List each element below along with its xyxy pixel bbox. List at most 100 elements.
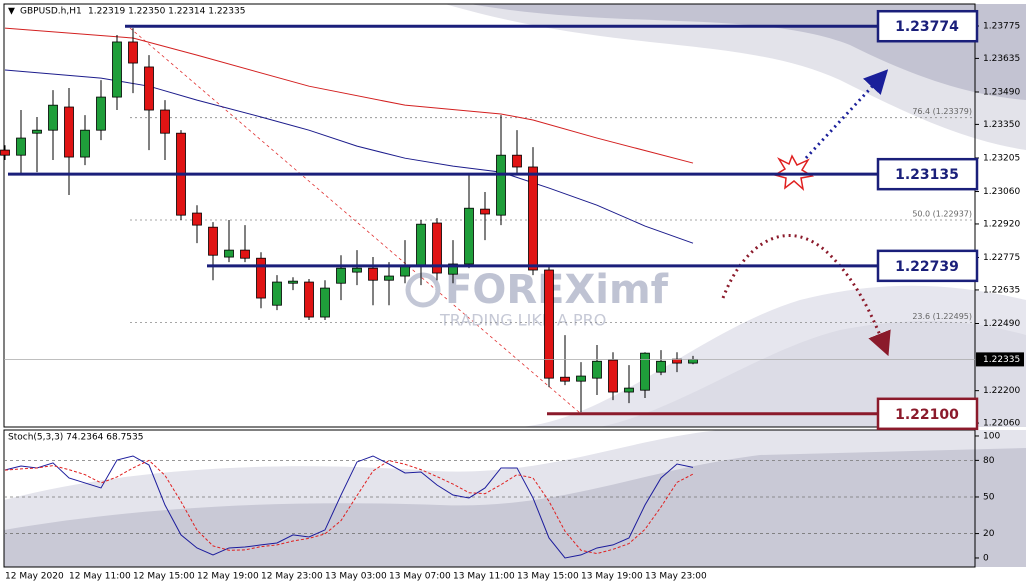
burst-icon [773,154,815,192]
watermark-brand: FOREXimf [445,267,669,313]
x-tick-label: 13 May 19:00 [581,572,643,582]
candle-body [256,257,266,299]
level-label: 1.22739 [895,259,959,275]
y-tick-label: 1.22635 [983,285,1020,295]
arrow-up [804,69,889,160]
y-tick-label: 1.22775 [983,253,1020,263]
y-tick-label: 1.22200 [983,386,1020,396]
candle-body [96,96,106,131]
y-tick-label: 1.23060 [983,187,1020,197]
candle-body [464,207,474,265]
candle-body [32,129,42,134]
candle-body [688,358,698,364]
candle-body [288,280,298,284]
x-tick-label: 13 May 15:00 [517,572,579,582]
candle-body [544,269,554,379]
moving-average [4,69,694,244]
candle-body [128,41,138,64]
candle-body [640,352,650,391]
candle-body [512,154,522,168]
x-tick-label: 12 May 19:00 [197,572,259,582]
x-tick-label: 13 May 23:00 [645,572,707,582]
candle-body [656,360,666,373]
symbol: GBPUSD.h,H1 [20,7,82,17]
current-price-box [976,352,1024,367]
candle-body [352,267,362,273]
candle-body [48,104,58,131]
y-tick-label: 50 [983,492,995,502]
y-tick-label: 0 [983,553,989,563]
candle-body [608,359,618,393]
y-tick-label: 1.22490 [983,319,1020,329]
candle-body [448,263,458,275]
candle-body [144,66,154,111]
level-box [876,397,979,431]
level-box [876,9,979,43]
level-label: 1.23135 [895,167,959,183]
x-tick-label: 13 May 11:00 [453,572,515,582]
stoch-line [4,459,694,555]
candle-body [160,109,170,134]
y-tick-label: 1.22060 [983,419,1020,429]
current-price-label: 1.22335 [983,355,1020,365]
candle-body [592,360,602,379]
candle-body [192,212,202,226]
candle-body [624,387,634,393]
candle-body [304,281,314,318]
level-label: 1.22100 [895,407,959,423]
trend-line [129,27,581,414]
y-tick-label: 1.23635 [983,54,1020,64]
candle-body [368,267,378,281]
candle-body [416,223,426,267]
y-tick-label: 1.22920 [983,219,1020,229]
watermark-tagline: TRADING LIKE A PRO [439,311,606,330]
level-label: 1.23774 [895,19,959,35]
background [4,4,1026,567]
candle-body [528,166,538,271]
candle-body [432,222,442,274]
watermark: FOREXimf TRADING LIKE A PRO [405,267,669,330]
candle-body [272,281,282,306]
candle-body [0,149,10,156]
stoch-line [4,455,694,559]
collapse-icon: ▼ [8,7,15,17]
candle-body [560,376,570,382]
candle-body [576,375,586,382]
ohlc-header: 1.22319 1.22350 1.22314 1.22335 [88,7,245,17]
x-tick-label: 13 May 03:00 [325,572,387,582]
x-tick-label: 12 May 23:00 [261,572,323,582]
candle-body [112,41,122,98]
candle-body [64,106,74,158]
candle-body [16,137,26,156]
candle-body [400,265,410,277]
y-tick-label: 1.23490 [983,87,1020,97]
y-tick-label: 100 [983,431,1000,441]
candle-body [336,267,346,284]
moving-average [4,27,694,164]
candle-body [384,275,394,281]
candle-body [496,154,506,216]
candle-body [320,287,330,318]
fib-label: 23.6 (1.22495) [912,312,972,321]
level-box [876,157,979,191]
x-tick-label: 13 May 07:00 [389,572,451,582]
x-tick-label: 12 May 2020 [5,572,64,582]
candle-body [80,129,90,158]
main-panel-frame [3,3,976,428]
stoch-title: Stoch(5,3,3) 74.2364 68.7535 [8,433,143,443]
stoch-panel-frame [3,429,976,568]
y-tick-label: 1.23205 [983,153,1020,163]
candle-body [208,226,218,256]
y-tick-label: 1.23350 [983,120,1020,130]
candle-body [224,249,234,258]
candle-body [240,249,250,259]
x-tick-label: 12 May 15:00 [133,572,195,582]
level-box [876,249,979,283]
y-tick-label: 20 [983,529,995,539]
y-tick-label: 1.23775 [983,21,1020,31]
arrow-down [721,234,891,357]
candle-body [480,208,490,215]
x-tick-label: 12 May 11:00 [69,572,131,582]
y-tick-label: 80 [983,456,995,466]
